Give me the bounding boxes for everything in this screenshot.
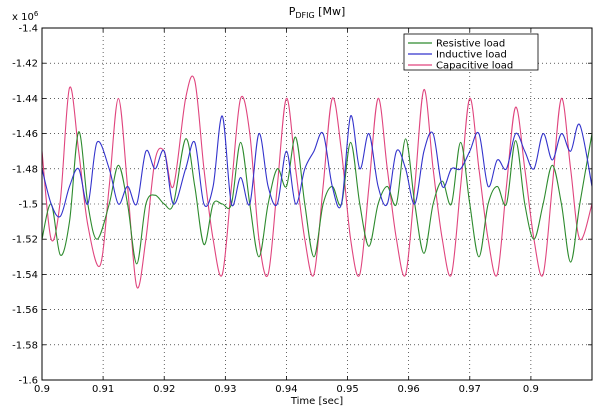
y-tick-label: -1.42: [12, 59, 38, 70]
x-tick-label: 0.93: [214, 384, 236, 395]
title-unit: [Mw]: [315, 5, 346, 18]
y-tick-label: -1.46: [12, 129, 38, 140]
x-tick-label: 0.92: [153, 384, 175, 395]
title-main: P: [289, 5, 296, 18]
x-tick-label: 0.94: [275, 384, 297, 395]
title-sub: DFIG: [295, 11, 314, 20]
legend-label-capacitive-load: Capacitive load: [436, 61, 513, 72]
y-tick-label: -1.48: [12, 164, 38, 175]
plot-frame: [41, 27, 593, 381]
y-tick-label: -1.44: [12, 94, 38, 105]
x-tick-label: 0.9: [34, 384, 50, 395]
chart-title: PDFIG [Mw]: [289, 5, 346, 20]
y-tick-label: -1.52: [12, 235, 38, 246]
x-tick-label: 0.95: [336, 384, 358, 395]
ticks: 0.9 0.91 0.92 0.93 0.94 0.95 0.96 0.97 0.9 -1.4 -1…: [12, 24, 592, 395]
grid: [42, 28, 592, 380]
series-line-resistive-load: [42, 131, 592, 265]
legend-label-inductive-load: Inductive load: [436, 50, 507, 61]
x-tick-label: 0.96: [398, 384, 420, 395]
y-tick-label: -1.54: [12, 270, 38, 281]
y-multiplier: x 106: [12, 10, 39, 23]
y-tick-label: -1.4: [18, 24, 38, 35]
y-tick-label: -1.6: [18, 376, 38, 387]
x-axis-label: Time [sec]: [290, 396, 343, 407]
legend-box: [403, 33, 539, 71]
y-tick-label: -1.5: [18, 200, 38, 211]
series-line-inductive-load: [42, 115, 592, 218]
series-layer: [42, 75, 592, 289]
y-tick-label: -1.58: [12, 340, 38, 351]
x-tick-label: 0.91: [92, 384, 114, 395]
x-tick-label: 0.9: [523, 384, 539, 395]
legend-label-resistive-load: Resistive load: [436, 39, 505, 50]
y-multiplier-base: x 10: [12, 12, 34, 23]
x-tick-label: 0.97: [459, 384, 481, 395]
y-multiplier-exp: 6: [34, 10, 39, 18]
y-tick-label: -1.56: [12, 305, 38, 316]
